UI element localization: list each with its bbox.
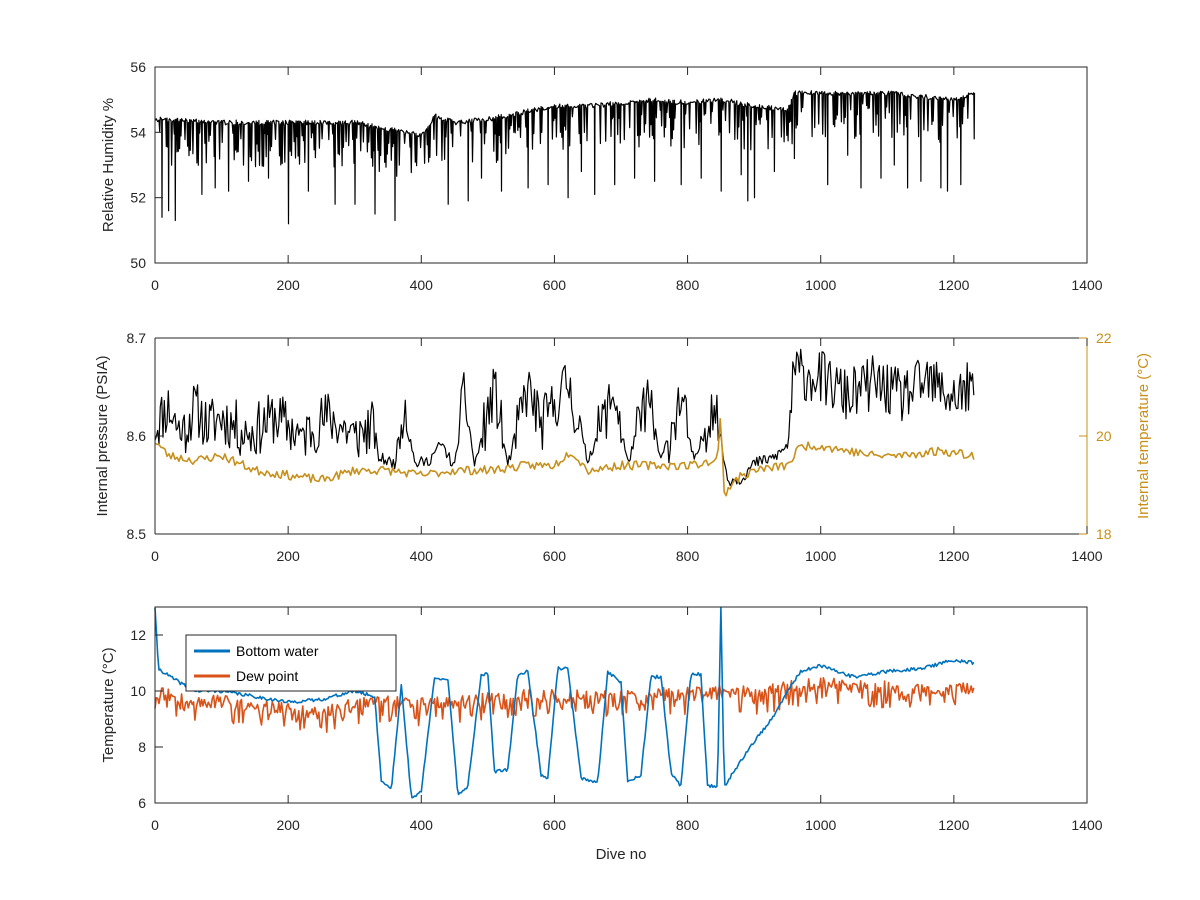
legend: Bottom water Dew point bbox=[185, 634, 397, 692]
legend-label-bottom-water: Bottom water bbox=[236, 643, 319, 659]
panel-pressure-x-ticks: 0 200 400 600 800 1000 1200 1400 bbox=[151, 338, 1103, 564]
panel-pressure-series bbox=[154, 348, 975, 497]
panel-pressure-y-ticks: 8.5 8.6 8.7 bbox=[127, 330, 163, 542]
y-tick-label: 10 bbox=[130, 683, 146, 699]
x-tick-label: 400 bbox=[410, 277, 434, 293]
legend-label-dew-point: Dew point bbox=[236, 668, 298, 684]
y2-tick-label: 18 bbox=[1096, 526, 1112, 542]
x-tick-label: 1200 bbox=[938, 817, 969, 833]
y2-tick-label: 20 bbox=[1096, 428, 1112, 444]
x-tick-label: 200 bbox=[276, 817, 300, 833]
x-tick-label: 1000 bbox=[805, 548, 836, 564]
panel-humidity-y-ticks: 50 52 54 56 bbox=[130, 59, 163, 271]
panel-temperature-axes-box bbox=[154, 606, 1088, 804]
humidity-line bbox=[154, 90, 976, 225]
legend-box bbox=[185, 634, 397, 692]
panel-humidity-ylabel: Relative Humidity % bbox=[100, 98, 117, 232]
panel-temperature-x-ticks: 0 200 400 600 800 1000 1200 1400 bbox=[151, 607, 1103, 833]
x-tick-label: 800 bbox=[676, 817, 700, 833]
y-tick-label: 8.5 bbox=[127, 526, 147, 542]
x-tick-label: 600 bbox=[543, 817, 567, 833]
x-tick-label: 0 bbox=[151, 277, 159, 293]
panel-humidity-axes-box bbox=[154, 66, 1088, 264]
x-tick-label: 1200 bbox=[938, 277, 969, 293]
panel-humidity: 0 200 400 600 800 1000 1200 1400 50 52 54 56 Relat… bbox=[100, 59, 1103, 293]
y-tick-label: 50 bbox=[130, 255, 146, 271]
panel-temperature-xlabel: Dive no bbox=[596, 846, 647, 863]
y-tick-label: 54 bbox=[130, 124, 146, 140]
pressure-line bbox=[154, 348, 975, 487]
y2-tick-label: 22 bbox=[1096, 330, 1112, 346]
x-tick-label: 600 bbox=[543, 277, 567, 293]
x-tick-label: 1000 bbox=[805, 277, 836, 293]
x-tick-label: 200 bbox=[276, 277, 300, 293]
dew-point-line bbox=[154, 677, 975, 733]
x-tick-label: 1400 bbox=[1071, 548, 1102, 564]
x-tick-label: 0 bbox=[151, 817, 159, 833]
internal-temperature-line bbox=[154, 418, 975, 497]
panel-pressure-y2label: Internal temperature (°C) bbox=[1135, 353, 1152, 519]
y-tick-label: 6 bbox=[138, 795, 146, 811]
panel-pressure-ylabel: Internal pressure (PSIA) bbox=[94, 356, 111, 517]
x-tick-label: 800 bbox=[676, 277, 700, 293]
x-tick-label: 600 bbox=[543, 548, 567, 564]
x-tick-label: 800 bbox=[676, 548, 700, 564]
panel-humidity-series bbox=[154, 90, 976, 225]
y-tick-label: 56 bbox=[130, 59, 146, 75]
y-tick-label: 8.6 bbox=[127, 428, 147, 444]
panel-pressure-y2-ticks: 18 20 22 bbox=[1079, 330, 1112, 542]
panel-temperature-y-ticks: 6 8 10 12 bbox=[130, 627, 163, 811]
x-tick-label: 1400 bbox=[1071, 817, 1102, 833]
x-tick-label: 0 bbox=[151, 548, 159, 564]
panel-temperature: 0 200 400 600 800 1000 1200 1400 6 8 10 12 Tempera… bbox=[100, 606, 1103, 863]
x-tick-label: 1400 bbox=[1071, 277, 1102, 293]
x-tick-label: 1200 bbox=[938, 548, 969, 564]
y-tick-label: 12 bbox=[130, 627, 146, 643]
x-tick-label: 400 bbox=[410, 817, 434, 833]
panel-pressure: 0 200 400 600 800 1000 1200 1400 8.5 8.6 8.7 18 20… bbox=[94, 330, 1152, 564]
bottom-water-line bbox=[154, 606, 975, 799]
x-tick-label: 400 bbox=[410, 548, 434, 564]
x-tick-label: 200 bbox=[276, 548, 300, 564]
y-tick-label: 8 bbox=[138, 739, 146, 755]
panel-humidity-x-ticks: 0 200 400 600 800 1000 1200 1400 bbox=[151, 67, 1103, 293]
y-tick-label: 8.7 bbox=[127, 330, 147, 346]
y-tick-label: 52 bbox=[130, 190, 146, 206]
panel-temperature-ylabel: Temperature (°C) bbox=[100, 647, 117, 762]
panel-temperature-series bbox=[154, 606, 975, 799]
x-tick-label: 1000 bbox=[805, 817, 836, 833]
